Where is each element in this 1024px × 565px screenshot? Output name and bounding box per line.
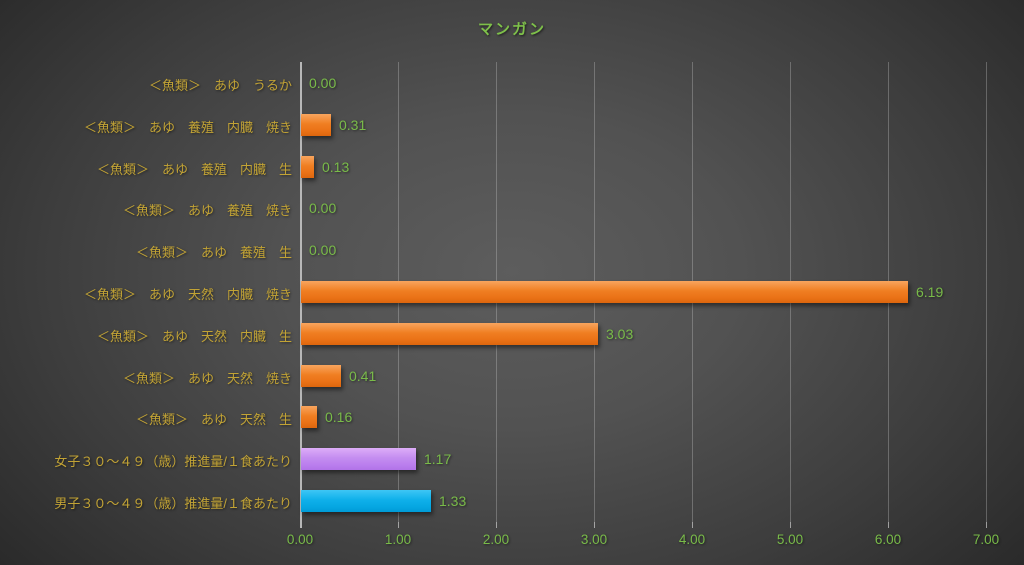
bar-9 (301, 448, 416, 470)
x-tick-label: 1.00 (384, 532, 412, 547)
category-label: ＜魚類＞ あゆ 天然 内臓 焼き (83, 287, 292, 302)
category-label: 女子３０～４９（歳）推進量/１食あたり (54, 454, 292, 469)
plot-area: 0.00 0.31 0.13 0.00 0.00 6.19 3.03 0.41 0.16 1.17… (300, 62, 987, 528)
category-label: 男子３０～４９（歳）推進量/１食あたり (54, 496, 292, 511)
category-label: ＜魚類＞ あゆ 天然 焼き (122, 371, 292, 386)
value-label: 0.00 (309, 242, 337, 258)
bar-5 (301, 281, 908, 303)
value-label: 6.19 (916, 284, 944, 300)
value-label: 0.13 (322, 159, 350, 175)
axis-tick (692, 522, 693, 528)
axis-tick (594, 522, 595, 528)
axis-tick (300, 522, 302, 528)
chart-title: マンガン (477, 21, 546, 38)
value-label: 3.03 (606, 326, 634, 342)
category-label: ＜魚類＞ あゆ 養殖 内臓 生 (96, 162, 292, 177)
bar-2 (301, 156, 314, 178)
axis-tick (398, 522, 399, 528)
x-tick-label: 6.00 (874, 532, 902, 547)
x-tick-label: 5.00 (776, 532, 804, 547)
gridline (986, 62, 987, 528)
axis-tick (496, 522, 497, 528)
value-label: 0.16 (325, 409, 353, 425)
value-label: 0.41 (349, 368, 377, 384)
category-label: ＜魚類＞ あゆ 養殖 生 (135, 245, 292, 260)
category-label: ＜魚類＞ あゆ 天然 内臓 生 (96, 329, 292, 344)
bar-6 (301, 323, 598, 345)
x-tick-label: 7.00 (972, 532, 1000, 547)
axis-tick (790, 522, 791, 528)
category-label: ＜魚類＞ あゆ 養殖 焼き (122, 203, 292, 218)
value-label: 0.00 (309, 75, 337, 91)
axis-tick (888, 522, 889, 528)
bar-8 (301, 406, 317, 428)
x-tick-label: 2.00 (482, 532, 510, 547)
category-label: ＜魚類＞ あゆ 天然 生 (135, 412, 292, 427)
x-tick-label: 0.00 (286, 532, 314, 547)
x-tick-label: 4.00 (678, 532, 706, 547)
x-tick-label: 3.00 (580, 532, 608, 547)
bar-1 (301, 114, 331, 136)
axis-tick (986, 522, 987, 528)
value-label: 0.00 (309, 200, 337, 216)
category-label: ＜魚類＞ あゆ うるか (148, 78, 292, 93)
value-label: 0.31 (339, 117, 367, 133)
category-label: ＜魚類＞ あゆ 養殖 内臓 焼き (83, 120, 292, 135)
value-label: 1.33 (439, 493, 467, 509)
value-label: 1.17 (424, 451, 452, 467)
bar-10 (301, 490, 431, 512)
bar-7 (301, 365, 341, 387)
